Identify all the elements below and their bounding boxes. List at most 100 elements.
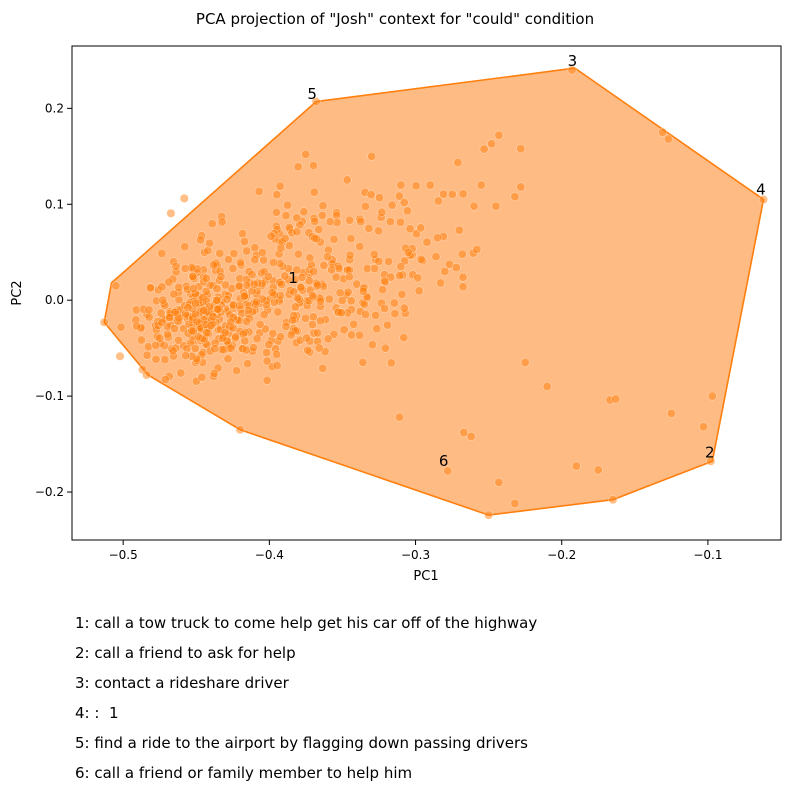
scatter-point (307, 291, 317, 301)
scatter-point (611, 394, 621, 404)
scatter-point (384, 257, 394, 266)
scatter-point (229, 249, 239, 258)
scatter-point (181, 351, 191, 361)
scatter-point (170, 324, 179, 334)
scatter-point (176, 368, 186, 378)
scatter-point (334, 264, 344, 273)
scatter-point (155, 333, 165, 343)
scatter-point (324, 294, 334, 304)
point-annotation-6: 6 (439, 452, 449, 470)
scatter-point (272, 361, 282, 370)
scatter-point (284, 241, 294, 251)
scatter-point (315, 316, 325, 326)
scatter-point (180, 242, 190, 252)
scatter-point (143, 342, 153, 352)
scatter-point (416, 254, 426, 264)
scatter-point (355, 330, 365, 340)
scatter-point (367, 151, 377, 161)
scatter-point (259, 310, 269, 320)
scatter-point (210, 344, 220, 354)
scatter-point (280, 271, 290, 281)
scatter-point (264, 340, 274, 349)
scatter-point (160, 375, 170, 385)
scatter-point (191, 298, 200, 308)
scatter-point (166, 208, 176, 218)
scatter-point (369, 249, 379, 259)
scatter-point (317, 210, 327, 220)
scatter-point (436, 278, 446, 288)
y-tick-label: 0.1 (45, 197, 64, 211)
scatter-point (567, 65, 577, 75)
scatter-point (516, 144, 526, 154)
label-legend: 1: call a tow truck to come help get his… (75, 608, 537, 788)
scatter-point (257, 248, 267, 257)
scatter-point (293, 162, 303, 172)
scatter-point (440, 266, 450, 276)
scatter-point (542, 382, 552, 391)
scatter-point (356, 217, 366, 227)
scatter-point (157, 282, 167, 292)
scatter-point (335, 288, 345, 298)
scatter-point (397, 289, 407, 299)
scatter-point (396, 217, 405, 227)
scatter-point (174, 282, 184, 292)
scatter-point (187, 326, 197, 336)
scatter-point (171, 262, 181, 271)
scatter-point (360, 201, 370, 211)
scatter-point (290, 302, 300, 312)
scatter-point (323, 334, 333, 344)
scatter-point (666, 408, 676, 418)
scatter-point (231, 332, 241, 342)
scatter-point (494, 130, 504, 140)
scatter-point (276, 243, 286, 253)
scatter-point (459, 428, 469, 438)
scatter-point (447, 189, 457, 199)
scatter-point (494, 477, 504, 487)
scatter-point (433, 233, 442, 243)
scatter-points (99, 65, 768, 520)
scatter-point (484, 510, 494, 520)
scatter-point (371, 310, 381, 320)
plot-area: 1 2 3 4 5 6 (99, 52, 768, 520)
scatter-point (216, 272, 226, 282)
scatter-point (142, 350, 152, 360)
scatter-point (275, 181, 285, 191)
scatter-point (254, 187, 264, 196)
scatter-point (361, 309, 370, 319)
scatter-point (273, 307, 283, 317)
scatter-point (416, 223, 426, 233)
scatter-point (310, 233, 320, 243)
scatter-point (158, 295, 168, 305)
scatter-point (454, 225, 464, 235)
scatter-point (271, 207, 281, 217)
x-tick-label: −0.1 (693, 548, 722, 562)
y-tick-label: 0.0 (45, 293, 64, 307)
scatter-point (466, 431, 476, 441)
scatter-point (174, 335, 183, 345)
scatter-point (458, 189, 468, 199)
chart-title: PCA projection of "Josh" context for "co… (196, 10, 594, 28)
scatter-point (390, 309, 400, 319)
scatter-point (387, 200, 397, 210)
scatter-point (358, 357, 368, 367)
scatter-point (252, 334, 262, 344)
scatter-point (386, 358, 396, 368)
scatter-point (352, 279, 362, 289)
scatter-point (399, 198, 409, 207)
scatter-point (156, 308, 166, 318)
legend-item-1: 1: call a tow truck to come help get his… (75, 614, 538, 632)
scatter-point (395, 271, 405, 281)
scatter-point (487, 139, 497, 149)
scatter-point (520, 358, 530, 367)
scatter-point (281, 211, 291, 221)
scatter-point (364, 223, 374, 233)
scatter-point (209, 260, 219, 270)
scatter-point (308, 312, 318, 322)
scatter-point (355, 242, 365, 251)
scatter-point (142, 370, 152, 380)
scatter-point (239, 291, 249, 301)
axes: −0.5 −0.4 −0.3 −0.2 −0.1 −0.2 −0.1 0.0 0.1 0.2 (35, 101, 723, 562)
point-annotation-4: 4 (756, 181, 766, 199)
scatter-point (236, 258, 245, 267)
scatter-point (396, 262, 406, 272)
